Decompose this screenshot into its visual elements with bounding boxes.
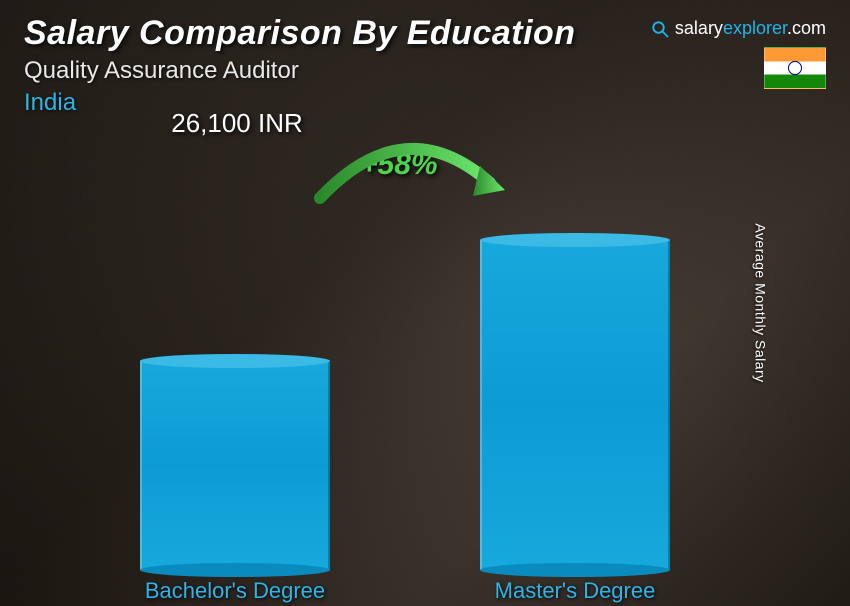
brand-name: salaryexplorer.com — [675, 18, 826, 39]
country-label: India — [24, 89, 826, 117]
brand-block: salaryexplorer.com — [651, 18, 826, 89]
bar-label: Bachelor's Degree — [105, 578, 365, 604]
flag-icon — [764, 47, 826, 89]
bar-body: 41,200 INR — [480, 240, 670, 570]
bar-top-ellipse — [480, 233, 670, 247]
bar: 41,200 INRMaster's Degree — [480, 240, 670, 570]
bar-body: 26,100 INR — [140, 361, 330, 570]
bar-top-ellipse — [140, 354, 330, 368]
bar-bottom-ellipse — [480, 563, 670, 577]
increase-arrow — [305, 128, 515, 223]
bar-bottom-ellipse — [140, 563, 330, 577]
search-icon — [651, 20, 669, 38]
bar-label: Master's Degree — [445, 578, 705, 604]
brand-logo: salaryexplorer.com — [651, 18, 826, 39]
bar: 26,100 INRBachelor's Degree — [140, 361, 330, 570]
